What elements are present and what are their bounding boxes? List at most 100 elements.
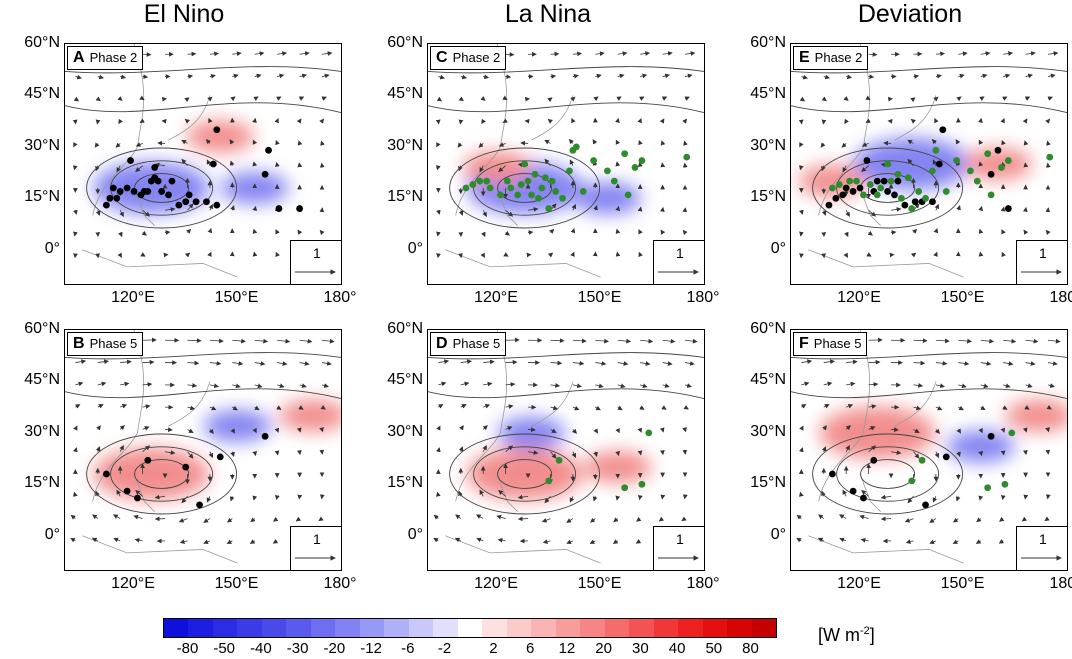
wind-vector	[184, 252, 191, 258]
wind-vector	[931, 139, 937, 145]
wind-vector	[187, 451, 194, 459]
wind-vector	[97, 74, 105, 80]
wind-vector	[73, 425, 78, 431]
wind-vector	[544, 139, 551, 145]
x-tick-label: 180°	[686, 289, 720, 306]
wind-vector	[1045, 229, 1051, 236]
wind-vector	[978, 228, 984, 234]
y-tick-label: 45°N	[387, 85, 423, 103]
wind-vector	[227, 517, 233, 523]
wind-vector	[436, 491, 441, 497]
wind-vector	[433, 537, 439, 543]
wind-vector	[978, 450, 984, 457]
tc-genesis-point-green	[918, 456, 926, 464]
streamline	[65, 352, 341, 360]
wind-vector	[209, 405, 217, 411]
x-tick-label: 180°	[323, 289, 357, 306]
x-tick-label: 120°E	[837, 289, 881, 306]
wind-vector	[843, 95, 849, 101]
wind-vector	[842, 165, 847, 173]
map-panel-d: D Phase 5 1	[427, 329, 705, 571]
wind-vector	[1022, 118, 1028, 124]
wind-vector	[617, 51, 628, 56]
wind-vector	[821, 446, 827, 452]
tc-genesis-point-black	[873, 177, 881, 185]
wind-vector	[978, 427, 983, 434]
wind-vector	[142, 74, 149, 80]
reference-vector-box: 1	[653, 526, 704, 570]
wind-vector	[613, 517, 619, 523]
wind-vector	[142, 382, 153, 387]
wind-vector	[572, 73, 579, 79]
wind-vector	[75, 404, 81, 409]
wind-vector	[482, 425, 488, 431]
panel-phase: Phase 2	[452, 50, 501, 65]
tc-genesis-point-green	[590, 157, 597, 164]
y-tick-label: 0°	[44, 239, 60, 257]
wind-vector	[822, 425, 827, 431]
wind-vector	[1000, 427, 1006, 433]
wind-vector	[929, 518, 937, 523]
map-panel-e: E Phase 2 1	[790, 43, 1068, 285]
anomaly-shading	[463, 151, 642, 215]
panel-letter: D	[436, 335, 448, 352]
wind-vector	[321, 383, 329, 388]
map-canvas	[791, 44, 1067, 278]
colorbar-swatch	[506, 619, 532, 637]
tc-genesis-point-green	[846, 177, 854, 185]
wind-vector	[206, 496, 212, 503]
wind-vector	[880, 494, 892, 500]
wind-vector	[1045, 118, 1051, 124]
wind-vector	[569, 496, 575, 503]
wind-vector	[505, 426, 513, 431]
wind-vector	[818, 514, 825, 520]
streamlines	[65, 352, 341, 515]
wind-vector	[209, 73, 216, 79]
wind-vector	[817, 537, 824, 543]
wind-vector	[934, 451, 940, 459]
tc-genesis-point-green	[541, 174, 549, 182]
wind-vector	[913, 428, 920, 434]
wind-vector	[801, 74, 809, 80]
wind-vector	[998, 539, 1005, 544]
wind-vector	[528, 230, 534, 235]
x-tick-label: 150°E	[940, 575, 985, 592]
wind-vector	[277, 73, 285, 79]
streamline	[86, 433, 238, 515]
wind-vector	[229, 160, 235, 166]
wind-vector	[568, 139, 574, 145]
reference-vector-box: 1	[290, 526, 341, 570]
colorbar-tick-label: -30	[286, 640, 309, 657]
tc-genesis-point-green	[483, 177, 491, 185]
wind-vector	[254, 383, 263, 389]
x-tick-label: 120°E	[111, 575, 155, 592]
wind-vector	[935, 51, 945, 57]
wind-vector	[845, 210, 850, 217]
wind-vector	[846, 359, 858, 365]
wind-vector	[70, 537, 76, 543]
wind-vector	[483, 403, 491, 409]
column-title-la-nina: La Nina	[504, 0, 592, 28]
y-tick-label: 45°N	[387, 371, 423, 389]
y-tick-label: 0°	[770, 525, 786, 543]
wind-vector	[933, 227, 939, 234]
wind-vector	[1001, 139, 1006, 146]
streamlines	[791, 352, 1067, 515]
wind-vector	[115, 142, 121, 148]
wind-vectors	[796, 337, 1061, 544]
streamline	[449, 147, 601, 229]
wind-vector	[1047, 383, 1055, 388]
wind-vector	[1024, 405, 1030, 410]
tc-genesis-point-black	[123, 184, 131, 192]
wind-vector	[502, 118, 508, 123]
colorbar-swatch	[531, 619, 556, 637]
wind-vector	[116, 165, 121, 173]
wind-vector	[96, 425, 101, 431]
tc-genesis-point-green	[579, 188, 587, 195]
map-panel-a: A Phase 2 1	[64, 43, 342, 285]
map-canvas	[65, 44, 341, 278]
wind-vector	[232, 338, 246, 344]
tc-genesis-point-black	[880, 177, 888, 185]
tc-genesis-point-green	[610, 177, 618, 185]
wind-vector	[1001, 251, 1006, 258]
